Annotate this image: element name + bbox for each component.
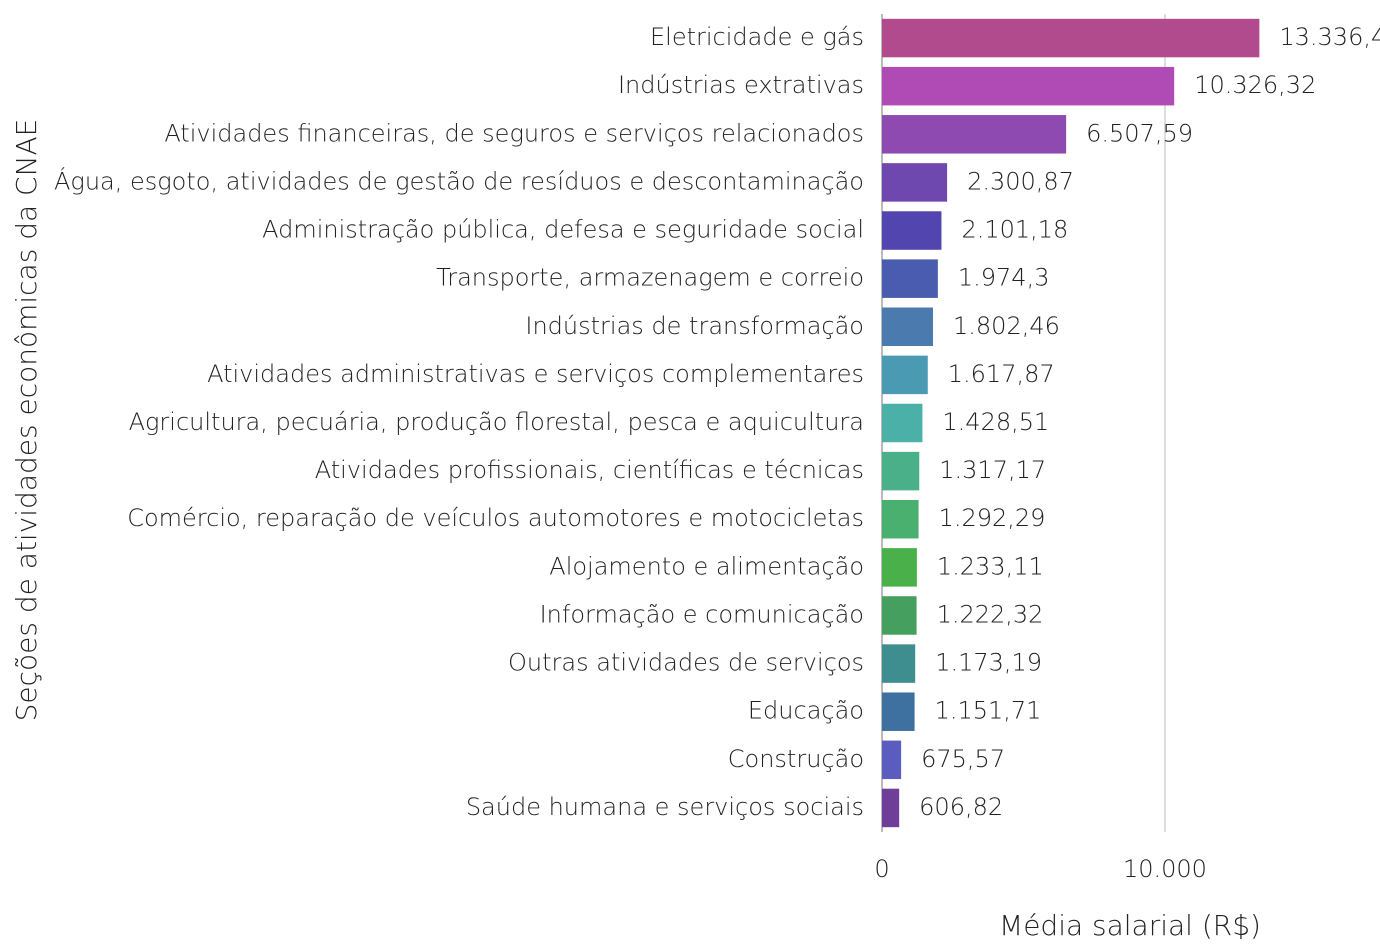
y-tick-label: Transporte, armazenagem e correio [436,264,864,292]
bar [882,499,919,539]
bar [882,163,948,202]
y-tick-label: Eletricidade e gás [650,23,864,51]
bar [882,403,923,443]
value-label: 1.617,87 [948,360,1055,388]
bar [882,451,920,491]
value-label: 1.292,29 [939,504,1046,532]
y-tick-label: Alojamento e alimentação [549,552,864,580]
value-label: 2.101,18 [961,216,1068,244]
y-tick-label: Atividades administrativas e serviços co… [207,360,864,388]
value-label: 13.336,4 [1279,23,1380,51]
bar [882,66,1175,106]
y-tick-label: Atividades profissionais, científicas e … [315,456,864,484]
value-label: 1.173,19 [935,649,1042,677]
x-tick-label: 10.000 [1123,855,1207,883]
value-label: 2.300,87 [967,167,1074,195]
y-tick-label: Educação [748,697,864,725]
y-tick-label: Saúde humana e serviços sociais [466,793,864,821]
y-axis-title: Seções de atividades econômicas da CNAE [10,119,43,722]
bar [882,692,915,731]
value-label: 1.802,46 [953,312,1060,340]
bar [882,788,900,828]
value-label: 1.317,17 [939,456,1046,484]
value-label: 1.428,51 [942,408,1049,436]
value-label: 1.233,11 [937,552,1044,580]
bar [882,18,1260,58]
bar [882,548,917,587]
bar [882,740,902,780]
bar [882,644,916,683]
y-tick-label: Comércio, reparação de veículos automoto… [127,504,864,532]
x-axis-title: Média salarial (R$) [999,909,1261,942]
y-tick-label: Informação e comunicação [540,600,864,628]
value-label: 6.507,59 [1086,119,1193,147]
bar [882,596,917,635]
y-tick-label: Indústrias de transformação [525,312,864,340]
value-label: 606,82 [919,793,1003,821]
y-tick-label: Administração pública, defesa e segurida… [262,216,864,244]
value-label: 1.151,71 [935,697,1042,725]
bar [882,307,934,347]
y-tick-label: Agricultura, pecuária, produção floresta… [129,408,864,436]
y-tick-label: Outras atividades de serviços [508,649,864,677]
y-tick-label: Atividades financeiras, de seguros e ser… [164,119,864,147]
value-label: 1.222,32 [937,600,1044,628]
bar [882,211,942,250]
bar [882,115,1067,154]
x-tick-label: 0 [874,855,889,883]
bar [882,259,938,298]
value-label: 10.326,32 [1194,71,1316,99]
value-label: 675,57 [921,745,1005,773]
bar [882,355,928,395]
y-tick-label: Água, esgoto, atividades de gestão de re… [54,166,864,195]
y-tick-label: Construção [728,745,864,773]
y-tick-label: Indústrias extrativas [618,71,864,99]
value-label: 1.974,3 [958,264,1050,292]
